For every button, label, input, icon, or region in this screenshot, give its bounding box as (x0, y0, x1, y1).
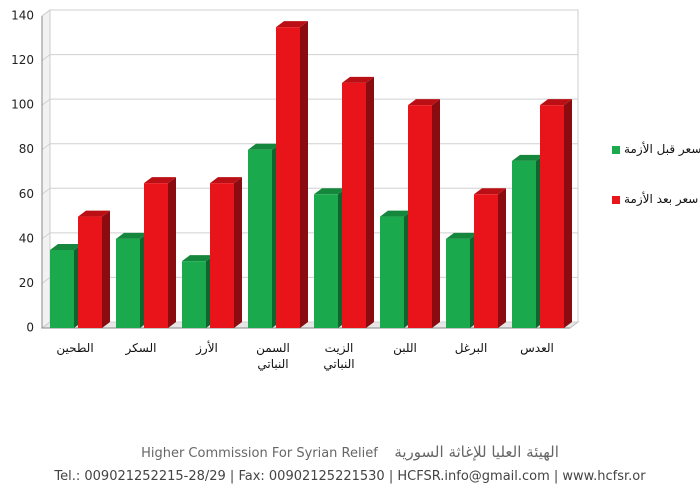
bar (116, 238, 140, 328)
legend-swatch (612, 146, 620, 154)
bar-top (380, 210, 412, 217)
bar-top (210, 177, 242, 184)
bar-top (512, 154, 544, 161)
bar (342, 82, 366, 328)
bar (144, 183, 168, 328)
bar-side (300, 21, 308, 329)
bar-side (234, 177, 242, 328)
bar-top (248, 143, 280, 150)
bar (540, 105, 564, 329)
x-tick-label: الزيت النباتي (323, 341, 355, 371)
bar-top (182, 255, 214, 262)
org-en: Higher Commission For Syrian Relief (141, 446, 378, 461)
footer-contact: Tel.: 009021252215-28/29 | Fax: 00902125… (54, 469, 646, 484)
bar (408, 105, 432, 329)
bar (446, 238, 470, 328)
bar-top (408, 99, 440, 106)
bar (248, 149, 272, 328)
bar (276, 27, 300, 329)
x-tick-label: البرغل (454, 341, 488, 355)
bar (314, 194, 338, 328)
bar-side (432, 99, 440, 329)
grid-line (41, 54, 578, 61)
x-tick-label: العدس (520, 341, 554, 355)
bar (50, 250, 74, 328)
bar-top (50, 244, 82, 250)
org-ar: الهيئة العليا للإغاثة السورية (394, 443, 559, 461)
x-tick-label: الطحين (56, 341, 94, 355)
y-tick-label: 100 (11, 98, 34, 112)
x-tick-label: اللبن (393, 341, 417, 355)
bar-top (540, 99, 572, 106)
bar-top (314, 188, 346, 195)
bar (78, 216, 102, 328)
y-tick-label: 80 (19, 142, 34, 156)
y-tick-label: 20 (19, 276, 34, 290)
bar-top (342, 76, 374, 83)
bar (512, 160, 536, 328)
bar-top (116, 232, 148, 239)
legend-label: سعر قبل الأزمة (624, 142, 700, 156)
bar-top (78, 210, 110, 217)
grid-line (41, 9, 578, 17)
bar-top (276, 21, 308, 28)
x-tick-label: الأرز (196, 341, 218, 355)
y-tick-label: 40 (19, 231, 34, 245)
bar-side (564, 99, 572, 329)
bar (182, 261, 206, 328)
y-tick-label: 120 (11, 53, 34, 67)
bar (474, 194, 498, 328)
legend-label: سعر بعد الأزمة (624, 192, 699, 206)
bar-side (168, 177, 176, 328)
bar-side (498, 188, 506, 328)
bar-side (102, 210, 110, 328)
bar-top (474, 188, 506, 195)
bar (210, 183, 234, 328)
y-tick-label: 0 (26, 321, 34, 335)
y-tick-label: 140 (11, 9, 34, 23)
grid-line (41, 143, 578, 151)
x-tick-label: السمن النباتي (256, 341, 290, 371)
grid-line (41, 187, 578, 195)
y-tick-label: 60 (19, 187, 34, 201)
bar-top (144, 177, 176, 184)
x-tick-label: السكر (125, 341, 157, 355)
legend-swatch (612, 196, 620, 204)
bar (380, 216, 404, 328)
bar-side (366, 76, 374, 328)
footer-org: Higher Commission For Syrian Relief الهي… (0, 443, 700, 461)
bar-top (446, 232, 478, 239)
grid-line (41, 98, 578, 106)
